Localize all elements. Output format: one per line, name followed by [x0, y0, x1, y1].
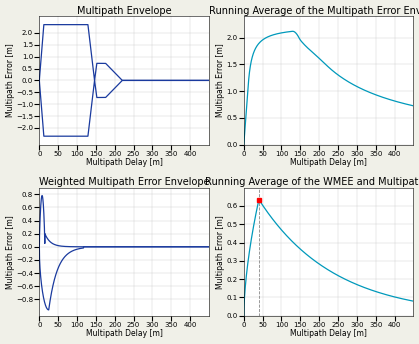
Title: Running Average of the WMEE and Multipath Error: Running Average of the WMEE and Multipat… [205, 177, 419, 187]
Title: Running Average of the Multipath Error Envelope: Running Average of the Multipath Error E… [209, 6, 419, 15]
Y-axis label: Multipath Error [m]: Multipath Error [m] [5, 215, 15, 289]
Y-axis label: Multipath Error [m]: Multipath Error [m] [216, 44, 225, 117]
Y-axis label: Multipath Error [m]: Multipath Error [m] [5, 44, 15, 117]
X-axis label: Multipath Delay [m]: Multipath Delay [m] [86, 158, 163, 167]
Title: Weighted Multipath Error Envelope: Weighted Multipath Error Envelope [39, 177, 210, 187]
X-axis label: Multipath Delay [m]: Multipath Delay [m] [290, 158, 367, 167]
Title: Multipath Envelope: Multipath Envelope [77, 6, 171, 15]
X-axis label: Multipath Delay [m]: Multipath Delay [m] [86, 330, 163, 338]
Y-axis label: Multipath Error [m]: Multipath Error [m] [216, 215, 225, 289]
X-axis label: Multipath Delay [m]: Multipath Delay [m] [290, 330, 367, 338]
